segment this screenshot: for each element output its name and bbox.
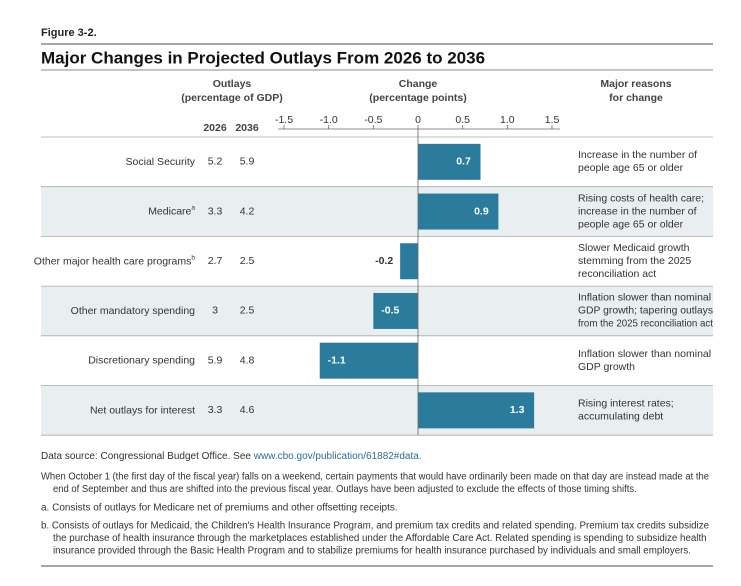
chart-title: Major Changes in Projected Outlays From … [41,48,485,67]
category-label: Social Security [126,156,196,168]
category-name: Other major health care programs [34,255,192,267]
footnote-mark: b [191,254,195,261]
row-band [41,186,713,237]
reasons-header: for change [609,92,663,104]
value-label: -0.2 [375,255,393,267]
reason-text: increase in the number of [578,205,697,217]
source-link: www.cbo.gov/publication/61882#data. [253,451,422,462]
outlay-value: 2.5 [240,305,255,317]
outlay-value: 3 [212,305,218,317]
x-tick-label: 0 [415,114,421,126]
bar [373,292,418,329]
bar [400,243,418,280]
reason-text: Rising interest rates; [578,398,674,410]
outlay-value: 4.2 [240,205,255,217]
outlay-value: 5.9 [208,354,223,366]
category-name: Net outlays for interest [90,404,195,416]
footnote-mark: a [191,205,195,212]
footnote-text: b. Consists of outlays for Medicaid, the… [41,521,709,532]
footnote-text: the purchase of health insurance through… [53,533,707,544]
outlays-header: Outlays [213,78,252,90]
reason-text: Inflation slower than nominal [578,348,711,360]
source-text: Data source: Congressional Budget Office… [41,451,254,462]
outlay-value: 5.9 [240,156,255,168]
footnote-text: end of September and thus are shifted in… [53,484,637,495]
bar [319,342,418,379]
footnote-text: When October 1 (the first day of the fis… [41,472,709,483]
footnote-text: insurance provided through the Basic Hea… [53,546,691,557]
reason-text: stemming from the 2025 [578,255,691,267]
reason-text: Rising costs of health care; [578,192,704,204]
outlays-header: (percentage of GDP) [181,92,283,104]
x-tick-label: -1.5 [275,114,293,126]
value-label: -0.5 [381,305,399,317]
reason-text: people age 65 or older [578,218,684,230]
reason-text: GDP growth; tapering outlays [578,305,713,317]
outlay-value: 3.3 [208,205,223,217]
figure-label: Figure 3-2. [41,27,97,39]
value-label: -1.1 [328,354,346,366]
x-tick-label: -0.5 [364,114,382,126]
category-label: Net outlays for interest [90,404,195,416]
x-tick-label: -1.0 [320,114,338,126]
value-label: 0.9 [474,205,489,217]
category-name: Discretionary spending [88,354,195,366]
value-label: 1.3 [510,404,525,416]
x-tick-label: 1.0 [500,114,515,126]
category-label: Medicarea [148,205,195,218]
reason-text: from the 2025 reconciliation act [578,318,713,330]
reason-text: GDP growth [578,361,635,373]
reason-text: reconciliation act [578,268,656,280]
category-name: Other mandatory spending [71,305,195,317]
reason-text: Increase in the number of [578,149,697,161]
bar [418,392,535,429]
outlay-value: 4.6 [240,404,255,416]
reason-text: people age 65 or older [578,162,684,174]
category-name: Medicare [148,205,191,217]
outlay-value: 2.5 [240,255,255,267]
footnote-text: a. Consists of outlays for Medicare net … [41,503,398,514]
reason-text: Inflation slower than nominal [578,292,711,304]
category-label: Other major health care programsb [34,254,196,267]
change-header: Change [399,78,438,90]
source-note: Data source: Congressional Budget Office… [41,451,422,462]
change-header: (percentage points) [369,92,466,104]
x-tick-label: 1.5 [545,114,560,126]
value-label: 0.7 [456,156,471,168]
reasons-header: Major reasons [600,78,671,90]
outlay-value: 2.7 [208,255,223,267]
outlay-value: 3.3 [208,404,223,416]
x-tick-label: 0.5 [455,114,470,126]
reason-text: accumulating debt [578,411,663,423]
bar [418,193,499,230]
year-header: 2036 [235,122,259,134]
bar [418,143,481,180]
reason-text: Slower Medicaid growth [578,242,690,254]
outlay-value: 5.2 [208,156,223,168]
row-band [41,385,713,436]
outlay-value: 4.8 [240,354,255,366]
category-label: Discretionary spending [88,354,195,366]
year-header: 2026 [203,122,227,134]
category-name: Social Security [126,156,196,168]
category-label: Other mandatory spending [71,305,195,317]
